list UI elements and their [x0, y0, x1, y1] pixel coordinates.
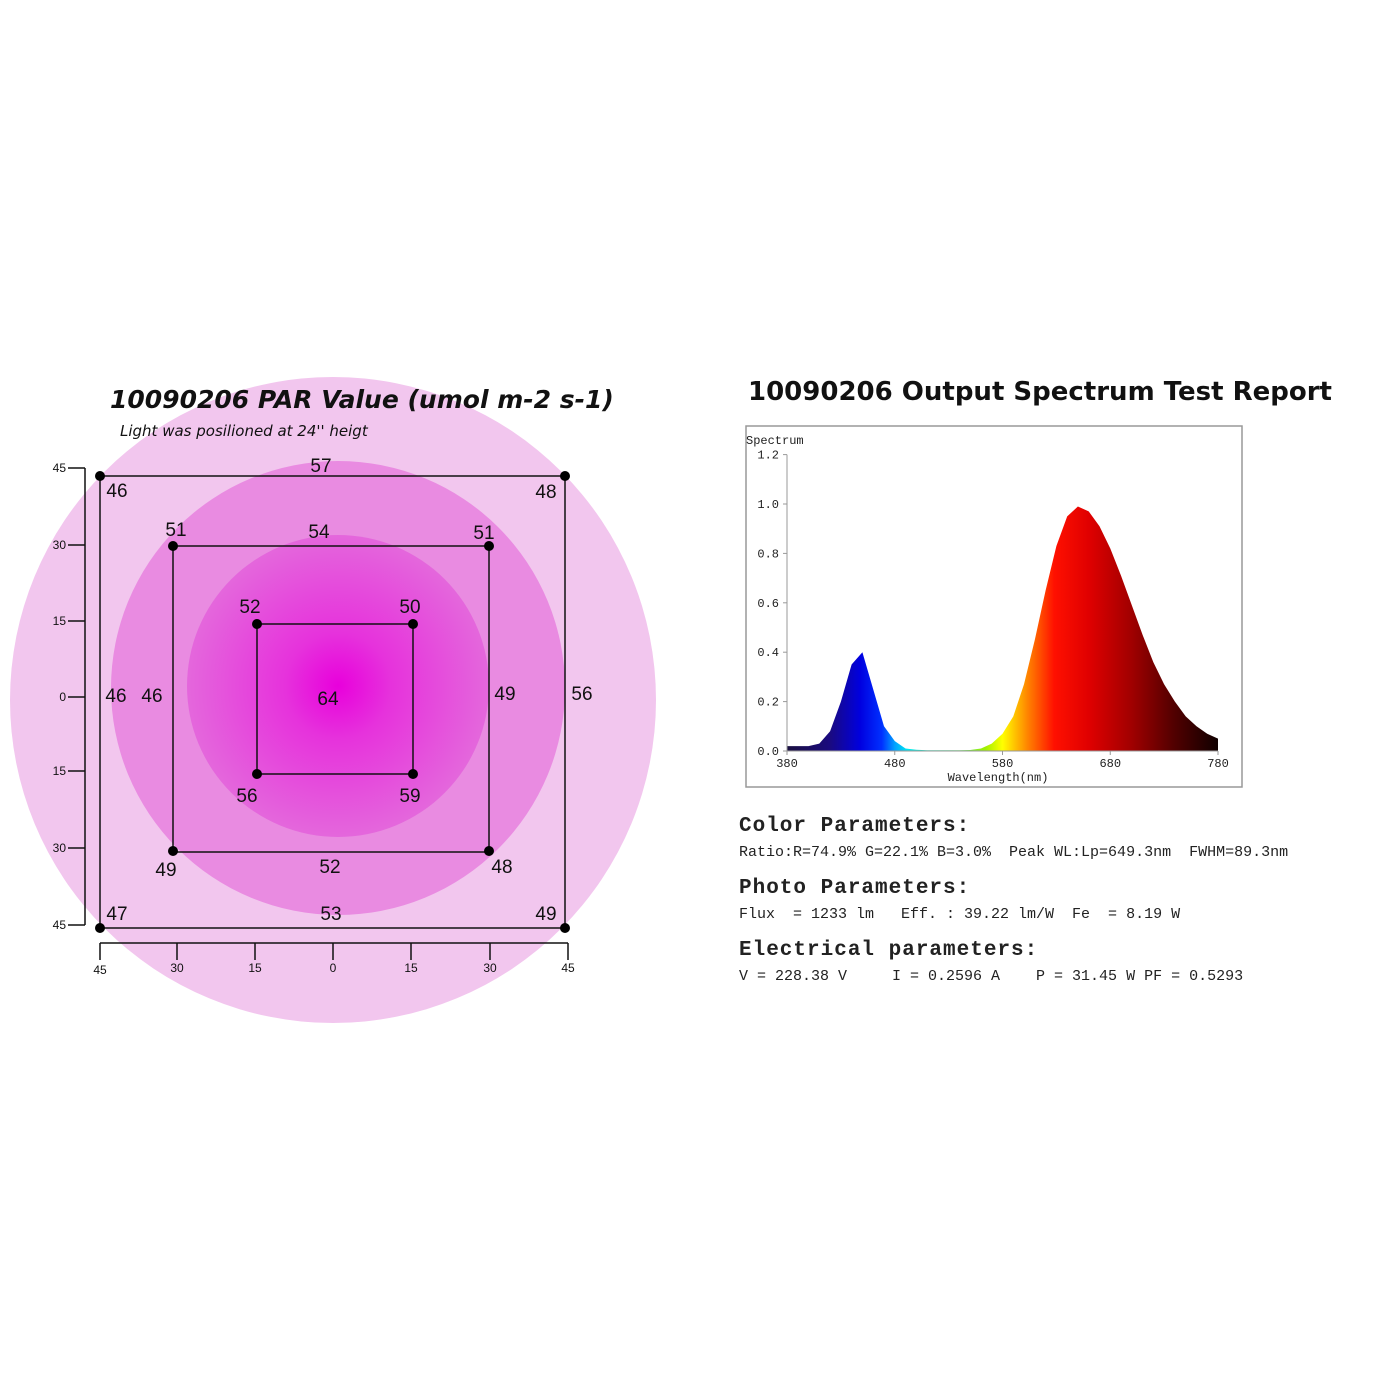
spectrum-ylabel: Spectrum: [746, 434, 804, 448]
dot: [408, 619, 418, 629]
par-subtitle: Light was posilioned at 24'' heigt: [120, 422, 369, 440]
par-value: 46: [105, 686, 126, 707]
par-value: 51: [165, 520, 186, 541]
spectrum-x-tick: 780: [1207, 757, 1229, 771]
square-inner: [256, 623, 414, 775]
par-value: 52: [319, 857, 340, 878]
par-value: 53: [320, 904, 341, 925]
par-value: 49: [535, 904, 556, 925]
spectrum-y-tick: 1.2: [757, 449, 779, 463]
par-value: 54: [308, 522, 330, 543]
y-tick: 15: [53, 764, 67, 778]
photo-parameters-heading: Photo Parameters:: [739, 877, 971, 900]
spectrum-y-tick: 0.2: [757, 696, 779, 710]
par-value: 59: [399, 786, 420, 807]
y-tick: 0: [59, 690, 66, 704]
dot: [168, 846, 178, 856]
spectrum-y-tick: 0.8: [757, 547, 779, 561]
dot: [252, 619, 262, 629]
dot: [484, 846, 494, 856]
par-value: 46: [141, 686, 162, 707]
par-value: 47: [106, 904, 127, 925]
corner-dots: [95, 471, 570, 933]
par-value: 49: [494, 684, 515, 705]
dot: [560, 471, 570, 481]
y-tick: 45: [53, 918, 67, 932]
spectrum-y-tick: 1.0: [757, 498, 779, 512]
spectrum-y-tick: 0.0: [757, 745, 779, 759]
dot: [95, 923, 105, 933]
x-tick: 30: [170, 961, 184, 975]
spectrum-x-tick: 580: [992, 757, 1014, 771]
spectrum-x-tick: 480: [884, 757, 906, 771]
x-tick: 45: [93, 963, 107, 977]
spectrum-plot: 0.0 0.2 0.4 0.6 0.8 1.0 1.2 380 480 580 680 780: [757, 449, 1228, 771]
dot: [484, 541, 494, 551]
par-value: 49: [155, 860, 176, 881]
x-tick: 30: [483, 961, 497, 975]
spectrum-x-tick: 680: [1099, 757, 1121, 771]
par-y-axis: [68, 467, 86, 926]
spectrum-x-tick: 380: [776, 757, 798, 771]
par-value: 52: [239, 597, 260, 618]
par-value: 56: [236, 786, 257, 807]
square-middle: [172, 545, 490, 853]
dot: [560, 923, 570, 933]
dot: [95, 471, 105, 481]
spectrum-xlabel: Wavelength(nm): [948, 771, 1049, 785]
spectrum-y-tick: 0.6: [757, 597, 779, 611]
par-value: 56: [571, 684, 592, 705]
par-value: 50: [399, 597, 420, 618]
par-value: 57: [310, 456, 331, 477]
par-values: 57 46 48 51 54 51 52 50 46 46 64 49 56 5…: [105, 456, 592, 925]
par-title: 10090206 PAR Value (umol m-2 s-1): [110, 385, 614, 414]
spectrum-y-tick: 0.4: [757, 646, 779, 660]
parameters-panel: Color Parameters: Ratio:R=74.9% G=22.1% …: [739, 815, 1288, 1001]
photo-parameters-line: Flux = 1233 lm Eff. : 39.22 lm/W Fe = 8.…: [739, 906, 1181, 923]
x-tick: 15: [248, 961, 262, 975]
x-tick: 15: [404, 961, 418, 975]
square-outer: [99, 475, 566, 929]
dot: [168, 541, 178, 551]
dot: [408, 769, 418, 779]
par-map: 10090206 PAR Value (umol m-2 s-1) Light …: [10, 377, 656, 1023]
par-value: 48: [535, 482, 556, 503]
y-tick: 15: [53, 614, 67, 628]
x-tick: 0: [330, 961, 337, 975]
y-tick: 30: [53, 538, 67, 552]
par-ring-inner: [187, 535, 489, 837]
y-tick: 45: [53, 461, 67, 475]
par-value-center: 64: [317, 689, 339, 710]
electrical-parameters-line: V = 228.38 V I = 0.2596 A P = 31.45 W PF…: [739, 968, 1244, 985]
x-tick: 45: [561, 961, 575, 975]
par-value: 51: [473, 523, 494, 544]
par-x-axis: [99, 942, 569, 960]
electrical-parameters-heading: Electrical parameters:: [739, 939, 1039, 962]
color-parameters-heading: Color Parameters:: [739, 815, 971, 838]
color-parameters-line: Ratio:R=74.9% G=22.1% B=3.0% Peak WL:Lp=…: [739, 844, 1289, 861]
par-value: 46: [106, 481, 127, 502]
y-tick: 30: [53, 841, 67, 855]
dot: [252, 769, 262, 779]
spectrum-title: 10090206 Output Spectrum Test Report: [748, 377, 1332, 407]
par-value: 48: [491, 857, 512, 878]
spectrum-area: [787, 506, 1218, 751]
